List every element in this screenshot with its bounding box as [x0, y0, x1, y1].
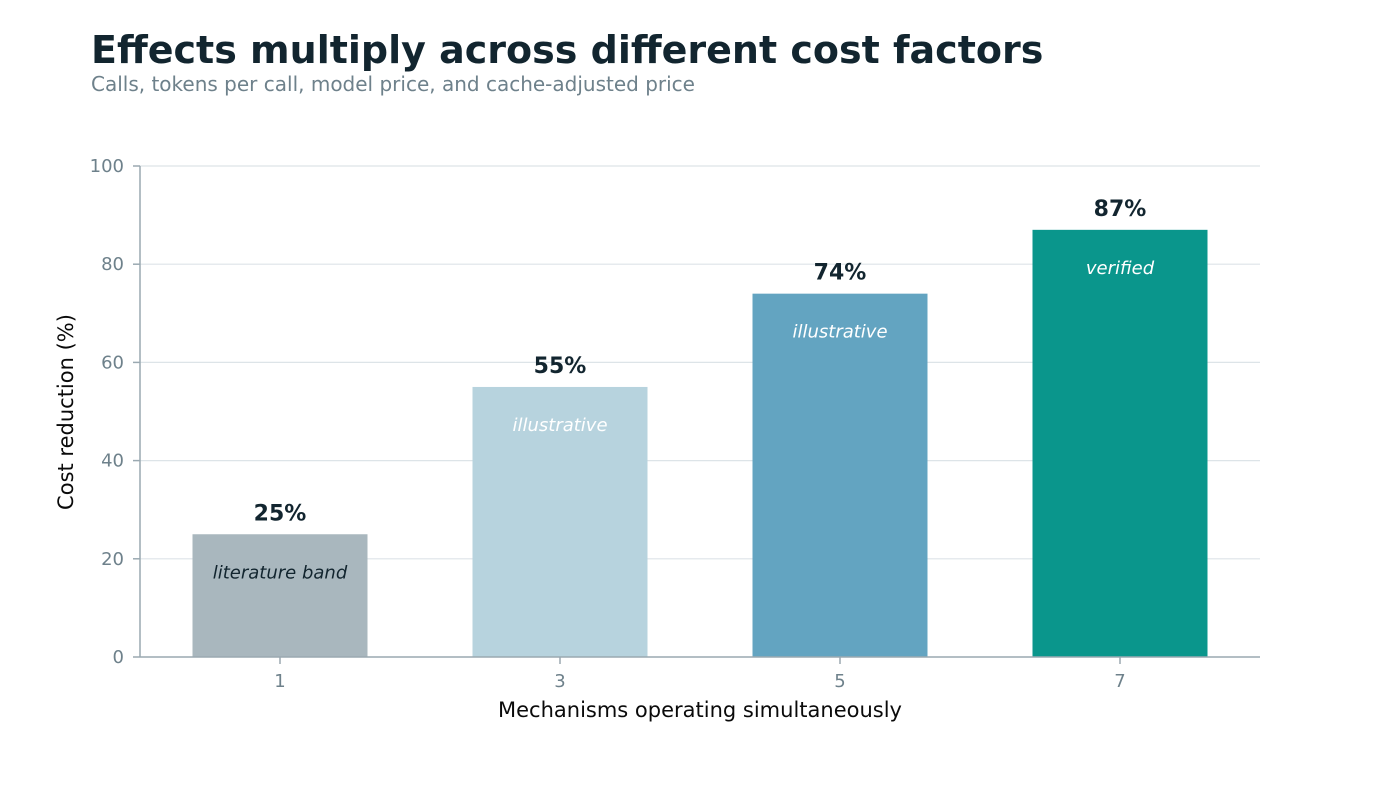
- value-label-7: 87%: [1094, 197, 1147, 222]
- y-tick-label-40: 40: [101, 451, 124, 472]
- bar-annotation-3: illustrative: [512, 415, 607, 436]
- value-label-3: 55%: [534, 354, 587, 379]
- bars: [192, 229, 1208, 657]
- bar-5: [752, 293, 928, 657]
- y-tick-label-20: 20: [101, 549, 124, 570]
- value-label-5: 74%: [814, 261, 867, 286]
- bar-7: [1032, 229, 1208, 657]
- chart-title: Effects multiply across different cost f…: [91, 28, 1044, 72]
- x-tick-label-5: 5: [834, 671, 845, 692]
- bar-annotation-7: verified: [1086, 258, 1155, 279]
- y-axis-label: Cost reduction (%): [54, 314, 78, 510]
- bar-annotation-1: literature band: [213, 562, 348, 583]
- axes: 0 20 40 60 80 100 1 3 5 7: [90, 156, 1260, 692]
- chart-subtitle: Calls, tokens per call, model price, and…: [91, 72, 695, 96]
- y-tick-label-60: 60: [101, 352, 124, 373]
- bar-annotation-5: illustrative: [792, 322, 887, 343]
- bar-1: [192, 534, 368, 657]
- y-tick-label-100: 100: [90, 156, 124, 177]
- x-tick-label-1: 1: [274, 671, 285, 692]
- y-tick-label-80: 80: [101, 254, 124, 275]
- y-tick-label-0: 0: [113, 647, 124, 668]
- x-tick-label-7: 7: [1114, 671, 1125, 692]
- x-tick-label-3: 3: [554, 671, 565, 692]
- bar-3: [472, 386, 648, 657]
- value-label-1: 25%: [254, 501, 307, 526]
- x-axis-label: Mechanisms operating simultaneously: [498, 698, 902, 722]
- labels: 25% literature band 55% illustrative 74% illu…: [213, 197, 1155, 583]
